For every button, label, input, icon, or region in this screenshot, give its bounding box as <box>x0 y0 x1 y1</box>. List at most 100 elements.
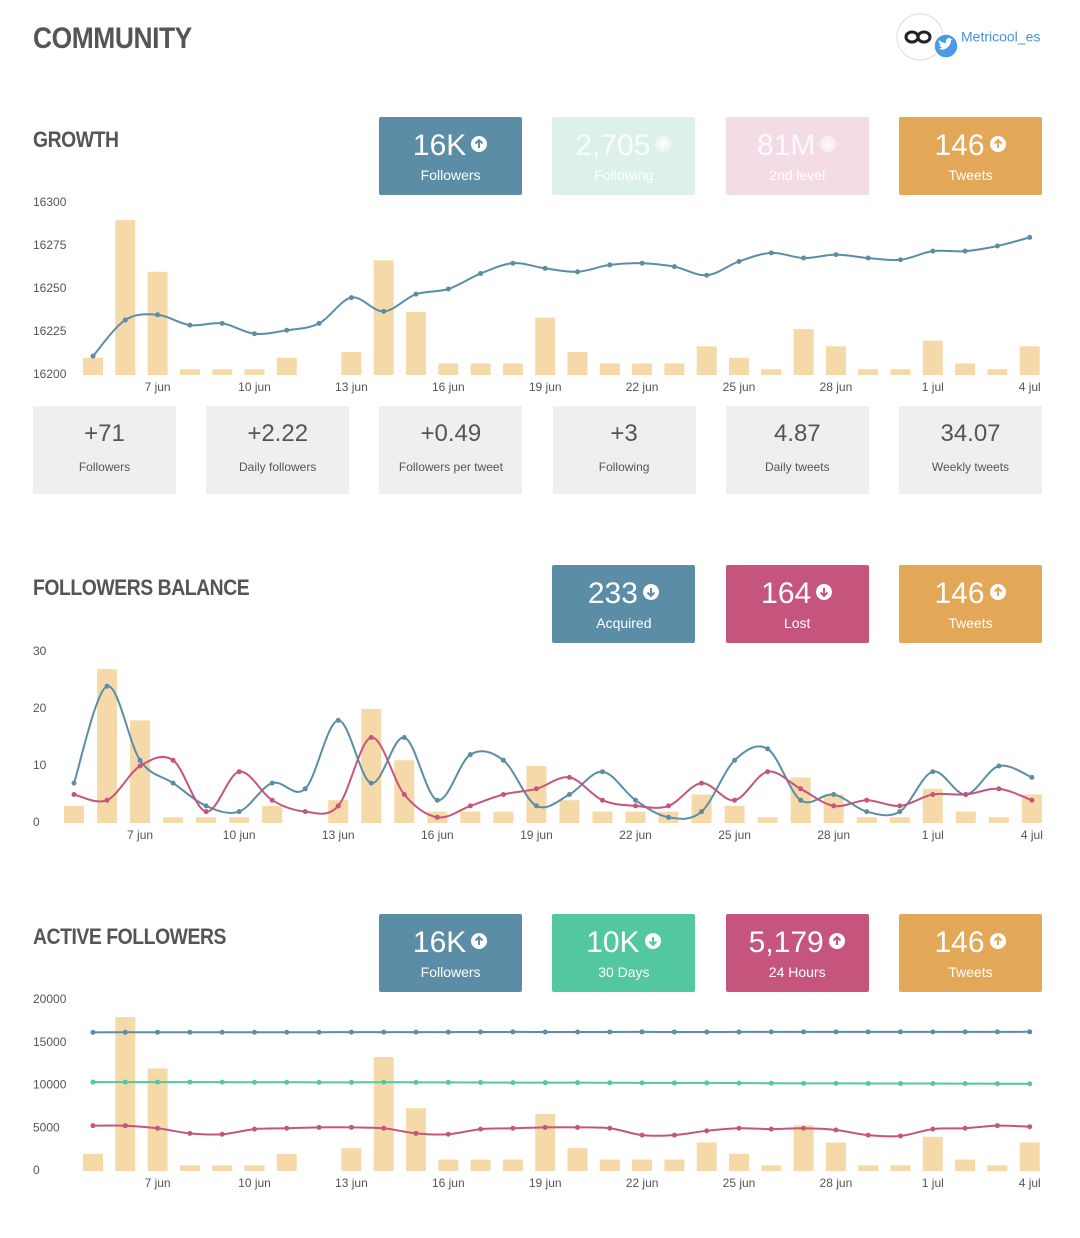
point <box>765 746 771 752</box>
bar <box>212 369 233 375</box>
y-tick-label: 16225 <box>33 324 67 338</box>
point <box>348 1079 354 1085</box>
point <box>575 269 580 275</box>
point <box>348 1124 354 1130</box>
point <box>801 1080 807 1086</box>
point <box>1027 234 1033 240</box>
point <box>996 786 1002 792</box>
kpi-value-text: 2,705 <box>575 129 651 162</box>
section-title: ACTIVE FOLLOWERS <box>33 924 227 949</box>
point <box>219 1029 225 1035</box>
point <box>348 1029 354 1035</box>
x-tick-label: 1 jul <box>922 828 944 842</box>
line <box>73 685 1033 820</box>
kpi-card: 10K 30 Days <box>552 914 696 992</box>
point <box>284 1079 290 1085</box>
point <box>994 1123 1000 1129</box>
stat-label: Weekly tweets <box>931 460 1010 474</box>
point <box>798 786 804 792</box>
point <box>864 797 870 803</box>
y-tick-label: 16275 <box>33 238 67 252</box>
point <box>996 763 1002 769</box>
kpi-value-text: 146 <box>934 577 985 610</box>
bar <box>823 794 844 823</box>
point <box>930 769 936 775</box>
trend-icon <box>989 933 1006 949</box>
bar <box>1021 794 1042 823</box>
x-tick-label: 16 jun <box>421 828 454 842</box>
point <box>401 735 407 740</box>
y-tick-label: 20000 <box>33 992 67 1006</box>
x-tick-label: 28 jun <box>817 828 850 842</box>
bar <box>793 1125 814 1171</box>
point <box>155 1125 161 1131</box>
point <box>671 1080 677 1086</box>
line <box>92 1124 1030 1138</box>
point <box>467 752 473 758</box>
point <box>269 780 275 786</box>
kpi-value-text: 16K <box>412 129 467 162</box>
kpi-value: 233 <box>552 577 695 611</box>
bar <box>147 1068 168 1171</box>
point <box>865 1132 871 1138</box>
trend-arrow <box>648 937 657 947</box>
y-tick-label: 30 <box>33 644 47 658</box>
bar <box>559 800 580 823</box>
point <box>962 248 968 254</box>
point <box>219 1131 225 1137</box>
point <box>335 803 341 809</box>
trend-arrow <box>824 140 833 150</box>
point <box>732 757 738 763</box>
bar <box>724 805 745 823</box>
point <box>187 322 193 328</box>
section-title: GROWTH <box>33 127 119 152</box>
account-avatar <box>896 13 959 61</box>
bar <box>438 1159 459 1171</box>
stat-card: +71 Followers <box>33 406 176 494</box>
stat-value: +0.49 <box>420 420 482 447</box>
point <box>898 1133 903 1139</box>
point <box>1027 1029 1033 1035</box>
point <box>666 803 672 809</box>
point <box>633 797 639 803</box>
point <box>302 786 308 792</box>
chart: 16200 16225 16250 16275 16300 7 jun 10 jun 13 j… <box>33 195 1041 394</box>
bar <box>761 369 782 375</box>
bar <box>276 357 297 375</box>
point <box>445 286 451 292</box>
stat-value: +71 <box>84 420 125 447</box>
point <box>833 252 839 258</box>
stat-card: +2.22 Daily followers <box>206 406 350 494</box>
bar <box>97 669 118 823</box>
account-name[interactable]: Metricool_es <box>961 29 1040 45</box>
point <box>833 1127 839 1133</box>
point <box>768 1126 774 1132</box>
point <box>445 1029 451 1035</box>
point <box>898 1029 903 1035</box>
stat-label: Daily tweets <box>764 460 830 474</box>
x-tick-label: 1 jul <box>922 380 944 394</box>
x-tick-label: 7 jun <box>145 380 171 394</box>
point <box>732 797 738 803</box>
trend-arrow <box>993 138 1002 148</box>
point <box>284 1125 290 1131</box>
point <box>478 1126 484 1132</box>
point <box>865 1080 871 1086</box>
bar <box>625 811 646 823</box>
line <box>93 1081 1030 1085</box>
trend-icon <box>655 136 672 152</box>
point <box>203 803 209 809</box>
trend-arrow <box>993 586 1002 596</box>
bar <box>856 817 877 823</box>
kpi-label: Followers <box>420 167 481 183</box>
bar <box>987 369 1008 375</box>
x-tick-label: 19 jun <box>520 828 553 842</box>
stat-label: Daily followers <box>239 460 317 474</box>
bar <box>793 329 814 375</box>
point <box>765 769 771 775</box>
point <box>445 1079 451 1085</box>
bar <box>825 346 846 375</box>
stat-label: Following <box>598 460 650 474</box>
